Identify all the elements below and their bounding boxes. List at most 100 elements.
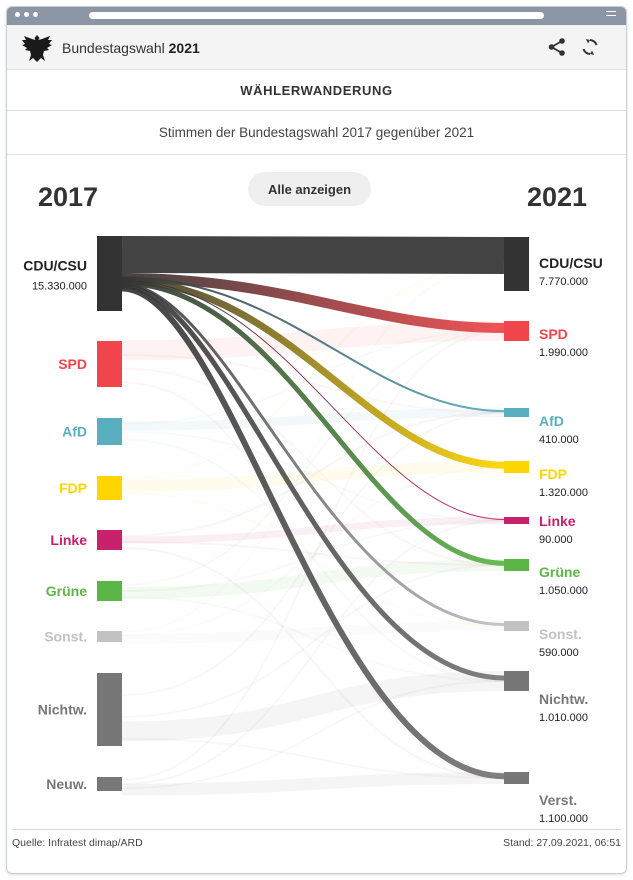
background-flow-sonst-cdu (121, 263, 505, 634)
right-node-column: CDU/CSU 7.770.000 SPD 1.990.000 AfD 410.000 FD… (504, 237, 603, 825)
background-flow-spd-gruene (121, 367, 505, 566)
right-node-value-sonst: 590.000 (539, 647, 579, 659)
background-flow-neuw-linke (121, 519, 505, 785)
section-title: WÄHLERWANDERUNG (7, 70, 626, 111)
background-flow-gruene-linke (121, 519, 505, 592)
background-flow-afd-spd (121, 330, 505, 425)
left-node-bar-linke[interactable] (97, 530, 122, 550)
app-title-prefix: Bundestagswahl (62, 40, 165, 56)
background-flow-afd-linke (121, 430, 505, 522)
background-flow-linke-verst (121, 547, 505, 779)
right-node-label-sonst: Sonst. (539, 626, 582, 642)
right-node-bar-gruene[interactable] (504, 559, 529, 571)
background-flow-fdp-cdu (121, 263, 505, 480)
flow-cdu-to-spd[interactable] (121, 273, 505, 333)
flow-cdu-to-afd[interactable] (121, 276, 505, 413)
background-flow-neuw-verst (121, 772, 505, 796)
chart-footer: Quelle: Infratest dimap/ARD Stand: 27.09… (12, 829, 621, 849)
right-node-label-linke: Linke (539, 513, 576, 529)
right-node-label-fdp: FDP (539, 466, 567, 482)
background-flow-neuw-spd (121, 330, 505, 781)
right-node-bar-fdp[interactable] (504, 461, 529, 473)
flow-cdu-to-linke[interactable] (121, 279, 505, 520)
flow-cdu-to-sonst[interactable] (121, 282, 505, 626)
flow-cdu-to-verst[interactable] (121, 285, 505, 780)
right-node-bar-nichtw[interactable] (504, 671, 529, 691)
app-title: Bundestagswahl 2021 (62, 40, 200, 56)
right-node-bar-afd[interactable] (504, 408, 529, 417)
right-node-bar-sonst[interactable] (504, 621, 529, 631)
chart-subtitle: Stimmen der Bundestagswahl 2017 gegenübe… (7, 111, 626, 155)
right-node-value-afd: 410.000 (539, 434, 579, 446)
left-node-bar-neuw[interactable] (97, 777, 122, 791)
flow-cdu-to-gruene[interactable] (121, 280, 505, 566)
background-flow-nichtw-gruene (121, 564, 505, 718)
app-title-year: 2021 (168, 40, 200, 56)
left-node-bar-cdu[interactable] (97, 236, 122, 311)
highlighted-flows (121, 236, 505, 780)
right-node-bar-spd[interactable] (504, 321, 529, 341)
share-icon[interactable] (547, 37, 567, 57)
flow-cdu-to-nichtw[interactable] (121, 283, 505, 681)
left-node-bar-afd[interactable] (97, 418, 122, 445)
left-node-bar-nichtw[interactable] (97, 673, 122, 746)
background-flow-sonst-fdp (121, 466, 505, 637)
app-header: Bundestagswahl 2021 (7, 25, 626, 70)
background-flow-afd-nichtw (121, 438, 505, 682)
left-node-label-afd: AfD (62, 424, 87, 440)
background-flow-linke-afd (121, 411, 505, 537)
right-node-value-cdu: 7.770.000 (539, 276, 588, 288)
right-node-label-gruene: Grüne (539, 564, 580, 580)
source-text: Quelle: Infratest dimap/ARD (12, 837, 143, 849)
right-node-bar-cdu[interactable] (504, 237, 529, 291)
left-node-bar-fdp[interactable] (97, 476, 122, 500)
background-flow-spd-spd (121, 321, 505, 361)
flow-cdu-to-cdu[interactable] (121, 236, 505, 274)
window-dots (15, 12, 38, 17)
background-flow-fdp-fdp (121, 461, 505, 492)
left-year-label: 2017 (38, 182, 98, 212)
background-flow-sonst-sonst (121, 621, 505, 644)
show-all-button[interactable]: Alle anzeigen (248, 172, 371, 206)
left-node-label-cdu: CDU/CSU (23, 258, 87, 274)
right-node-label-spd: SPD (539, 326, 568, 342)
background-flow-spd-afd (121, 353, 505, 414)
left-node-column: CDU/CSU 15.330.000 SPD AfD FDP Linke Grüne Sons… (23, 236, 122, 792)
address-bar[interactable] (89, 12, 544, 19)
eagle-logo-icon (22, 35, 52, 62)
left-node-label-gruene: Grüne (46, 583, 87, 599)
right-node-value-verst: 1.100.000 (539, 813, 588, 825)
right-node-value-fdp: 1.320.000 (539, 487, 588, 499)
right-node-value-nichtw: 1.010.000 (539, 712, 588, 724)
background-flow-nichtw-verst (121, 737, 505, 779)
left-node-label-neuw: Neuw. (46, 776, 87, 792)
left-node-bar-gruene[interactable] (97, 581, 122, 601)
hamburger-menu-icon[interactable] (606, 11, 616, 20)
right-node-value-spd: 1.990.000 (539, 347, 588, 359)
background-flow-linke-linke (121, 517, 505, 544)
right-node-value-gruene: 1.050.000 (539, 585, 588, 597)
refresh-icon[interactable] (580, 37, 600, 57)
background-flow-gruene-nichtw (121, 596, 505, 682)
left-node-label-spd: SPD (58, 356, 87, 372)
left-node-label-nichtw: Nichtw. (38, 702, 87, 718)
left-node-bar-sonst[interactable] (97, 631, 122, 642)
left-node-bar-spd[interactable] (97, 341, 122, 387)
background-flows (121, 263, 505, 796)
right-node-label-nichtw: Nichtw. (539, 691, 588, 707)
right-node-bar-verst[interactable] (504, 772, 529, 784)
right-node-label-afd: AfD (539, 413, 564, 429)
right-node-value-linke: 90.000 (539, 534, 573, 546)
right-node-label-verst: Verst. (539, 792, 577, 808)
background-flow-neuw-nichtw (121, 680, 505, 790)
browser-chrome (7, 7, 626, 25)
flow-cdu-to-fdp[interactable] (121, 277, 505, 469)
right-node-bar-linke[interactable] (504, 517, 529, 524)
left-node-label-fdp: FDP (59, 480, 87, 496)
background-flow-linke-gruene (121, 541, 505, 566)
left-node-value-cdu: 15.330.000 (32, 281, 87, 293)
left-node-label-linke: Linke (50, 532, 87, 548)
timestamp-text: Stand: 27.09.2021, 06:51 (503, 837, 621, 849)
right-year-label: 2021 (527, 182, 587, 212)
